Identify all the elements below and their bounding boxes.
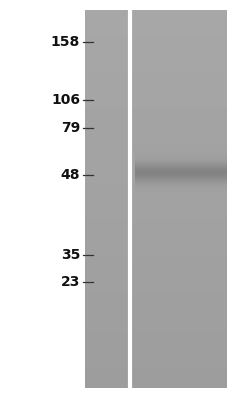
Text: 106: 106 — [51, 93, 80, 107]
Text: 48: 48 — [60, 168, 80, 182]
Text: 35: 35 — [60, 248, 80, 262]
Text: 23: 23 — [60, 275, 80, 289]
Text: 158: 158 — [51, 35, 80, 49]
Text: 79: 79 — [60, 121, 80, 135]
